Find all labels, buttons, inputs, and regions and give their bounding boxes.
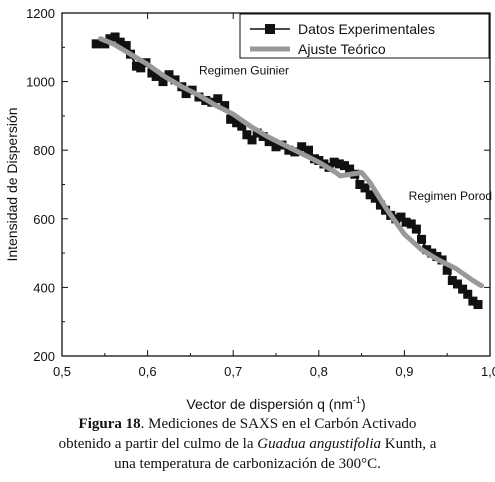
annotation-label: Regimen Porod — [409, 189, 492, 203]
data-point — [406, 219, 416, 229]
y-tick-label: 800 — [33, 143, 55, 158]
data-point — [220, 101, 230, 111]
chart-axes — [61, 12, 491, 357]
legend-label: Ajuste Teórico — [298, 41, 386, 57]
x-tick-label: 1,0 — [481, 364, 495, 379]
legend-marker — [265, 24, 275, 34]
data-point — [329, 157, 339, 167]
series-line-fit — [98, 36, 484, 289]
y-tick-label: 400 — [33, 280, 55, 295]
data-point — [164, 70, 174, 80]
data-point — [339, 161, 349, 171]
data-point — [136, 63, 146, 73]
saxs-chart: 0,5 0,6 0,7 0,8 0,9 1,0 200 400 600 800 1000 1200 Ve… — [4, 6, 495, 412]
data-point — [411, 224, 421, 234]
data-point — [355, 180, 365, 189]
x-tick-label: 0,9 — [395, 364, 413, 379]
data-point — [360, 183, 370, 193]
data-point — [417, 234, 427, 244]
x-tick-label: 0,6 — [139, 364, 157, 379]
y-tick-label: 1200 — [26, 6, 55, 21]
data-point — [110, 32, 120, 42]
data-point — [365, 190, 375, 200]
data-point — [226, 114, 236, 124]
data-point — [473, 300, 483, 310]
x-tick-label: 0,5 — [53, 364, 71, 379]
data-point — [284, 145, 294, 155]
chart-labels: 0,5 0,6 0,7 0,8 0,9 1,0 200 400 600 800 1000 1200 Ve… — [4, 6, 495, 412]
x-tick-label: 0,7 — [224, 364, 242, 379]
y-tick-label: 1000 — [26, 75, 55, 90]
x-axis-label: Vector de dispersión q (nm-1) — [186, 395, 365, 412]
data-point — [375, 200, 385, 210]
data-point — [458, 284, 468, 294]
data-point — [468, 296, 478, 306]
data-point — [237, 121, 247, 131]
y-tick-label: 600 — [33, 212, 55, 227]
y-tick-label: 200 — [33, 349, 55, 364]
data-point — [452, 279, 462, 289]
data-point — [447, 276, 457, 286]
x-tick-label: 0,8 — [310, 364, 328, 379]
data-point — [264, 137, 274, 147]
data-point — [121, 41, 131, 51]
legend-label: Datos Experimentales — [298, 21, 435, 37]
data-point — [271, 142, 281, 152]
data-point — [463, 289, 473, 299]
caption-text-4: una temperatura de carbonización de 300°… — [114, 456, 381, 472]
data-point — [242, 130, 252, 140]
data-point — [396, 212, 406, 222]
data-point — [370, 193, 380, 203]
chart-legend: Datos Experimentales Ajuste Teórico — [239, 13, 490, 59]
caption-text-2: obtenido a partir del culmo de la — [58, 436, 258, 452]
data-point — [345, 164, 355, 174]
data-point — [334, 159, 344, 169]
data-point — [115, 37, 125, 47]
annotation-label: Regimen Guinier — [199, 64, 289, 78]
data-point — [401, 217, 411, 227]
caption-label: Figura 18 — [78, 416, 141, 432]
data-point — [213, 94, 223, 104]
caption-species: Guadua angustifolia — [257, 436, 382, 452]
data-point — [181, 89, 191, 99]
data-point — [158, 77, 168, 87]
chart-series-layer — [91, 32, 484, 310]
data-point — [297, 142, 307, 152]
data-point — [304, 145, 314, 155]
data-point — [105, 34, 115, 44]
figure-caption: Figura 18. Mediciones de SAXS en el Carb… — [0, 414, 495, 474]
caption-text-1: . Mediciones de SAXS en el Carbón Activa… — [140, 416, 417, 432]
y-axis-label: Intensidad de Dispersión — [4, 107, 20, 261]
data-point — [247, 135, 257, 145]
data-point — [232, 118, 242, 128]
data-point — [442, 265, 452, 275]
data-point — [422, 245, 432, 255]
caption-text-3: Kunth, a — [381, 436, 437, 452]
data-point — [91, 39, 101, 49]
data-point — [151, 71, 161, 81]
data-point — [100, 39, 110, 49]
